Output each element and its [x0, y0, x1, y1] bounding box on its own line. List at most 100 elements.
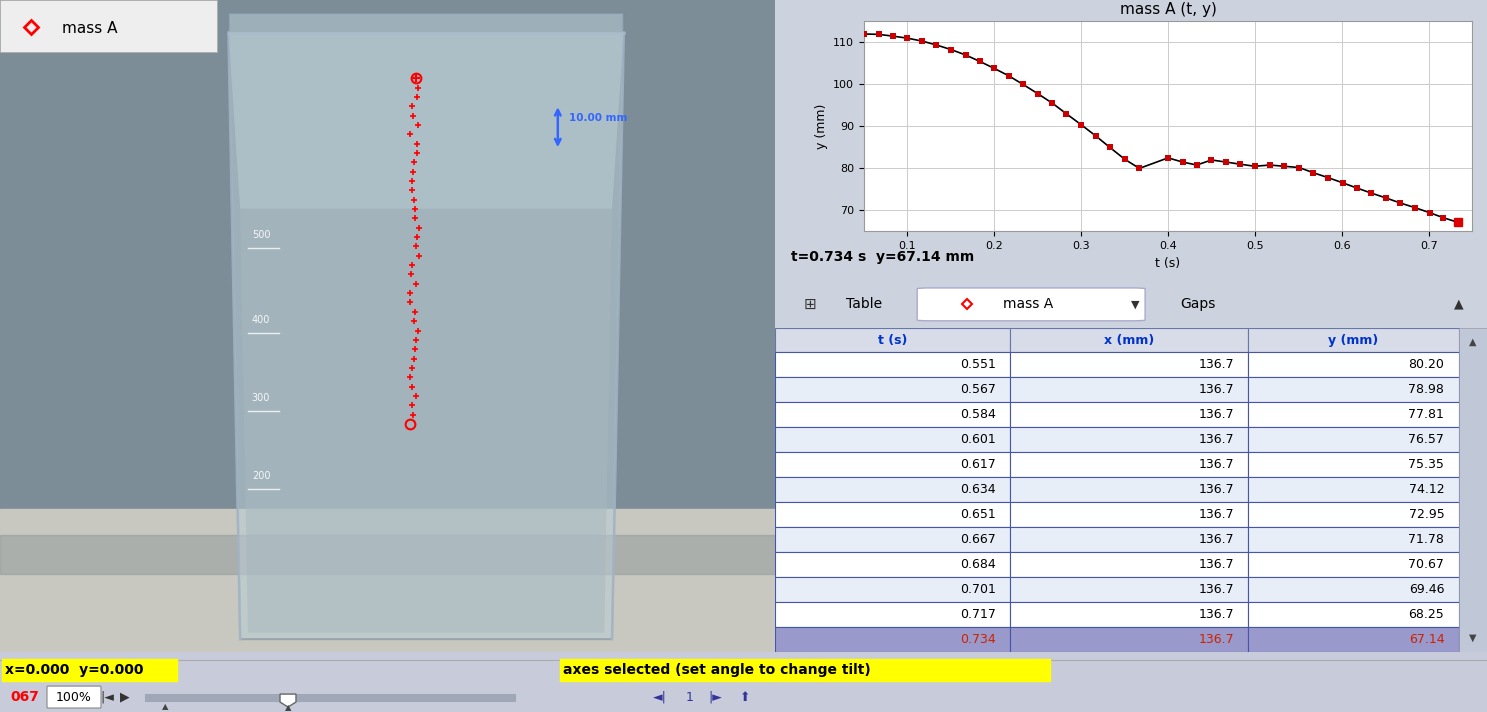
- Bar: [775, 477, 1010, 503]
- Text: 0.667: 0.667: [959, 533, 995, 546]
- Text: ▼: ▼: [1469, 632, 1477, 642]
- Text: 0.684: 0.684: [959, 558, 995, 571]
- Text: 1: 1: [686, 691, 694, 703]
- Text: x (mm): x (mm): [1103, 333, 1154, 347]
- Y-axis label: y (mm): y (mm): [815, 104, 828, 149]
- Bar: [775, 602, 1010, 627]
- Bar: [1010, 452, 1249, 477]
- Text: ▶: ▶: [120, 691, 129, 703]
- Bar: [1249, 377, 1459, 402]
- Text: ◄|: ◄|: [653, 691, 668, 703]
- Text: 0.551: 0.551: [959, 358, 995, 372]
- Text: 71.78: 71.78: [1408, 533, 1444, 546]
- Text: ▲: ▲: [1454, 298, 1463, 311]
- Bar: [1010, 477, 1249, 503]
- Text: 067: 067: [10, 690, 39, 704]
- Bar: [0, 535, 775, 574]
- Text: mass A: mass A: [1002, 298, 1053, 311]
- Text: 67.14: 67.14: [1408, 633, 1444, 646]
- Bar: [1249, 627, 1459, 652]
- X-axis label: t (s): t (s): [1155, 257, 1181, 270]
- Bar: [1249, 402, 1459, 427]
- Bar: [1010, 352, 1249, 377]
- Text: 136.7: 136.7: [1199, 558, 1234, 571]
- Bar: [1010, 402, 1249, 427]
- Bar: [1249, 477, 1459, 503]
- Bar: [775, 553, 1010, 577]
- Bar: [1249, 328, 1459, 352]
- Bar: [775, 627, 1010, 652]
- Bar: [1249, 577, 1459, 602]
- Bar: [1249, 602, 1459, 627]
- Text: ▼: ▼: [1130, 299, 1139, 310]
- Bar: [1010, 577, 1249, 602]
- Bar: [1249, 452, 1459, 477]
- Text: 0.651: 0.651: [959, 508, 995, 521]
- Text: 68.25: 68.25: [1408, 608, 1444, 622]
- Bar: [1010, 553, 1249, 577]
- Text: 0.717: 0.717: [959, 608, 995, 622]
- Text: t=0.734 s  y=67.14 mm: t=0.734 s y=67.14 mm: [791, 250, 974, 264]
- Bar: [775, 577, 1010, 602]
- Text: 75.35: 75.35: [1408, 459, 1444, 471]
- Text: 69.46: 69.46: [1408, 583, 1444, 596]
- Bar: [0, 0, 775, 561]
- Text: 136.7: 136.7: [1199, 583, 1234, 596]
- Bar: [0, 508, 775, 652]
- Polygon shape: [229, 33, 623, 209]
- Text: |◄: |◄: [100, 691, 114, 703]
- Bar: [1010, 602, 1249, 627]
- Bar: [1249, 553, 1459, 577]
- Text: 76.57: 76.57: [1408, 434, 1444, 446]
- Text: Table: Table: [846, 298, 882, 311]
- Bar: [1010, 328, 1249, 352]
- Text: 136.7: 136.7: [1199, 434, 1234, 446]
- Text: 70.67: 70.67: [1408, 558, 1444, 571]
- Bar: [775, 352, 1010, 377]
- Text: 136.7: 136.7: [1199, 459, 1234, 471]
- Text: axes selected (set angle to change tilt): axes selected (set angle to change tilt): [564, 663, 871, 677]
- FancyBboxPatch shape: [917, 288, 1145, 321]
- Polygon shape: [241, 209, 613, 633]
- Bar: [1010, 377, 1249, 402]
- Text: 0.634: 0.634: [961, 483, 995, 496]
- Bar: [1010, 627, 1249, 652]
- Text: 0.734: 0.734: [959, 633, 995, 646]
- Bar: [1249, 427, 1459, 452]
- Text: 10.00 mm: 10.00 mm: [570, 112, 628, 122]
- Text: 78.98: 78.98: [1408, 384, 1444, 397]
- Text: ⬆: ⬆: [739, 691, 751, 703]
- Bar: [1010, 427, 1249, 452]
- Text: 500: 500: [251, 230, 271, 240]
- Text: 0.617: 0.617: [959, 459, 995, 471]
- Bar: [1249, 528, 1459, 553]
- Text: 136.7: 136.7: [1199, 608, 1234, 622]
- Text: x=0.000  y=0.000: x=0.000 y=0.000: [4, 663, 144, 677]
- Bar: [1010, 528, 1249, 553]
- Text: 0.601: 0.601: [959, 434, 995, 446]
- Text: 74.12: 74.12: [1408, 483, 1444, 496]
- Text: Gaps: Gaps: [1181, 298, 1216, 311]
- Text: 72.95: 72.95: [1408, 508, 1444, 521]
- Bar: [1249, 352, 1459, 377]
- Title: mass A (t, y): mass A (t, y): [1120, 2, 1216, 17]
- Bar: [1, 659, 177, 681]
- Text: 77.81: 77.81: [1408, 409, 1444, 422]
- Text: 0.567: 0.567: [959, 384, 995, 397]
- Text: y (mm): y (mm): [1328, 333, 1378, 347]
- Text: 0.584: 0.584: [959, 409, 995, 422]
- Polygon shape: [229, 13, 623, 639]
- Bar: [1459, 328, 1487, 652]
- Text: 300: 300: [251, 393, 271, 403]
- Text: |►: |►: [708, 691, 721, 703]
- Text: 136.7: 136.7: [1199, 633, 1234, 646]
- Bar: [775, 377, 1010, 402]
- Polygon shape: [280, 694, 296, 707]
- Text: ▲: ▲: [284, 703, 291, 712]
- Text: t (s): t (s): [877, 333, 907, 347]
- Text: 0.701: 0.701: [959, 583, 995, 596]
- Text: 200: 200: [251, 471, 271, 481]
- Bar: [1249, 503, 1459, 528]
- Text: 136.7: 136.7: [1199, 384, 1234, 397]
- Text: ▲: ▲: [1469, 337, 1477, 347]
